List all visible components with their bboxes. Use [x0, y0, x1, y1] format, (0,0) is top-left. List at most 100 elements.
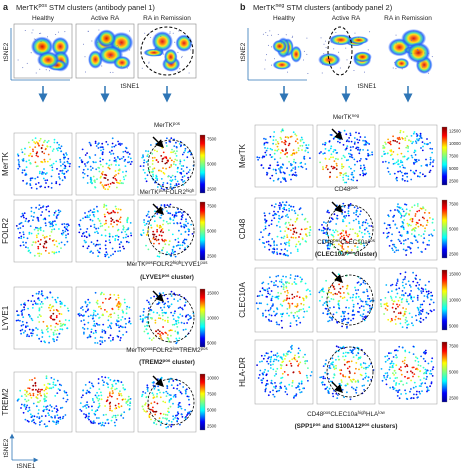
tsne-point [280, 281, 283, 283]
tsne-point [426, 221, 429, 224]
tsne-point [352, 228, 354, 231]
tsne-point [178, 401, 181, 404]
tsne-point [145, 214, 148, 217]
tsne-point [55, 315, 58, 317]
tsne-point [180, 392, 183, 395]
tsne-point [392, 151, 395, 153]
tsne-point [411, 316, 413, 318]
tsne-point [340, 315, 343, 318]
density-dot [40, 40, 42, 42]
tsne-point [423, 295, 426, 297]
tsne-point [325, 359, 327, 362]
tsne-point [341, 245, 344, 248]
tsne-point [46, 160, 49, 163]
tsne-point [47, 153, 50, 156]
tsne-point [139, 165, 142, 168]
tsne-point [54, 326, 57, 328]
tsne-point [150, 309, 153, 311]
tsne-point [290, 135, 293, 138]
tsne-point [291, 381, 294, 384]
tsne-point [108, 167, 111, 170]
density-dot [363, 71, 365, 73]
tsne-point [144, 224, 146, 227]
tsne-point [153, 220, 156, 223]
tsne-point [96, 239, 99, 242]
tsne-point [403, 286, 406, 289]
tsne-point [333, 149, 336, 151]
tsne-point [363, 309, 365, 312]
tsne-point [163, 204, 166, 206]
tsne-point [90, 331, 93, 333]
tsne-point [41, 173, 43, 175]
tsne-point [273, 386, 275, 388]
tsne-point [270, 314, 273, 317]
tsne-point [125, 228, 128, 231]
tsne-point [275, 172, 278, 175]
tsne-point [388, 357, 390, 360]
tsne-point [354, 389, 357, 392]
tsne-point [147, 228, 150, 231]
tsne-point [114, 388, 116, 391]
tsne-point [160, 337, 162, 339]
tsne-point [55, 309, 58, 311]
density-dot [392, 67, 394, 69]
tsne-point [425, 311, 428, 314]
annotation: MerTKposFOLR2lowTREM2pos [126, 346, 208, 355]
tsne-point [412, 366, 415, 369]
tsne-point [169, 185, 172, 188]
tsne-point [32, 303, 34, 306]
tsne-point [279, 169, 281, 172]
tsne-point [384, 355, 387, 358]
tsne-point [401, 164, 404, 167]
tsne-point [273, 206, 276, 208]
tsne-point [286, 236, 289, 239]
tsne-point [391, 364, 394, 367]
tsne-point [341, 320, 344, 323]
pointer-arrow [152, 375, 164, 387]
tsne-point [399, 272, 402, 275]
tsne-point [285, 180, 287, 183]
tsne-point [292, 227, 295, 230]
tsne-point [142, 310, 145, 313]
tsne-point [358, 368, 360, 371]
tsne-point [123, 411, 126, 414]
tsne-point [339, 141, 341, 144]
tsne-frame [137, 199, 197, 263]
tsne-point [114, 170, 117, 172]
tsne-point [119, 337, 122, 339]
tsne-point [57, 146, 60, 149]
tsne-point [295, 323, 298, 326]
tsne-point [394, 318, 397, 321]
tsne-point [346, 327, 348, 329]
tsne-point [349, 203, 352, 205]
tsne-point [171, 250, 174, 253]
tsne-point [332, 156, 334, 159]
tsne-point [87, 417, 89, 419]
tsne-point [106, 211, 109, 214]
tsne-point [352, 303, 355, 306]
tsne-point [152, 170, 154, 173]
tsne-point [55, 339, 58, 341]
tsne-point [168, 399, 171, 401]
tsne-point [119, 250, 122, 252]
tsne-point [110, 163, 113, 166]
tsne-point [413, 381, 416, 384]
tsne-point [36, 416, 38, 418]
tsne-point [360, 231, 363, 234]
tsne-point [274, 382, 276, 384]
row-label: CLEC10A [238, 282, 247, 318]
tsne-point [397, 391, 399, 393]
tsne-point [386, 359, 389, 361]
tsne-point [68, 165, 71, 168]
tsne-point [68, 319, 71, 322]
density-dot [17, 59, 19, 61]
tsne-point [35, 396, 38, 398]
tsne-point [41, 171, 44, 174]
tsne-point [364, 282, 367, 285]
tsne-point [273, 395, 276, 398]
density-blob [51, 36, 70, 57]
text-segment: LYVE1 [181, 261, 201, 268]
tsne-point [418, 284, 421, 286]
text-segment: clusters) [369, 423, 397, 430]
tsne-point [294, 354, 296, 357]
